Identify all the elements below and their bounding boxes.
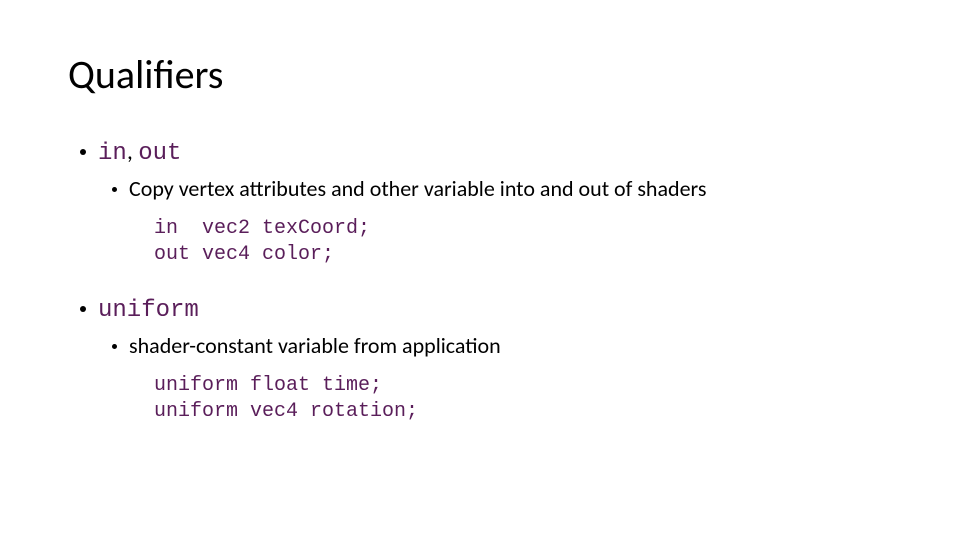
- sub-text-2: shader-constant variable from applicatio…: [129, 332, 501, 359]
- heading-mono-uniform: uniform: [98, 297, 199, 324]
- bullet-dot: [80, 149, 86, 155]
- sub-text: Copy vertex attributes and other variabl…: [129, 175, 706, 202]
- sub-bullet-shader-constant: shader-constant variable from applicatio…: [68, 332, 892, 359]
- heading-mono-in: in: [98, 140, 127, 167]
- heading-sep: ,: [127, 137, 138, 166]
- bullet-dot: [80, 306, 86, 312]
- bullet-uniform: uniform: [68, 294, 892, 324]
- bullet-dot: [112, 344, 117, 349]
- code-block-uniform: uniform float time; uniform vec4 rotatio…: [68, 373, 892, 425]
- bullet-in-out: in, out: [68, 137, 892, 167]
- code-block-in-out: in vec2 texCoord; out vec4 color;: [68, 216, 892, 268]
- sub-bullet-copy-vertex: Copy vertex attributes and other variabl…: [68, 175, 892, 202]
- slide-title: Qualifiers: [68, 50, 892, 99]
- bullet-dot: [112, 187, 117, 192]
- heading-mono-out: out: [138, 140, 181, 167]
